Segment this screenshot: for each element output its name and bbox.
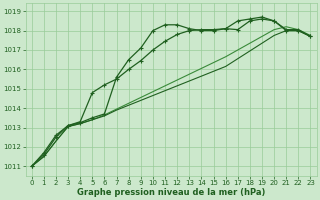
X-axis label: Graphe pression niveau de la mer (hPa): Graphe pression niveau de la mer (hPa) [77, 188, 265, 197]
